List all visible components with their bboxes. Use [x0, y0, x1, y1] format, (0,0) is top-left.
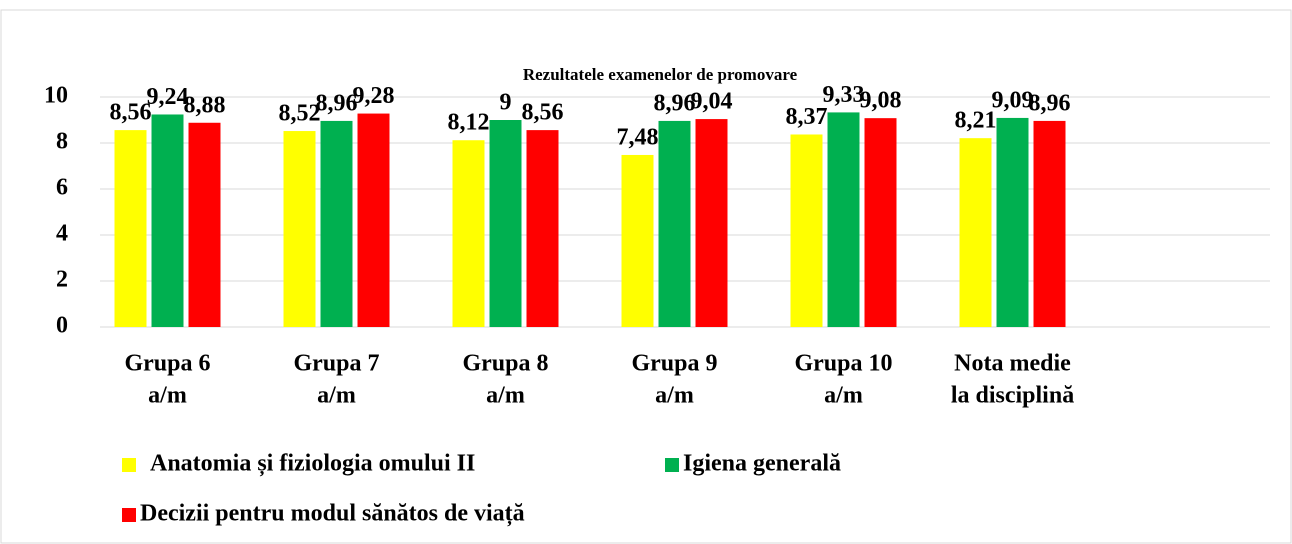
value-label: 9 [500, 90, 512, 116]
value-label: 8,96 [316, 90, 358, 116]
y-tick-label: 8 [56, 129, 68, 155]
bar [526, 130, 559, 327]
bar [959, 138, 992, 327]
legend-label: Igiena generală [683, 451, 841, 477]
legend-label: Anatomia și fiziologia omului II [150, 451, 475, 477]
bar [357, 113, 390, 327]
bar [658, 120, 691, 327]
bar [621, 154, 654, 327]
bar [452, 140, 485, 327]
legend-label: Decizii pentru modul sănătos de viață [140, 501, 525, 527]
value-label: 9,09 [992, 87, 1034, 113]
x-tick-label: a/m [148, 383, 187, 409]
bar [1033, 120, 1066, 327]
value-label: 9,24 [147, 84, 189, 110]
legend-swatch [122, 508, 136, 522]
bar [151, 114, 184, 327]
value-label: 8,88 [184, 92, 226, 118]
legend-swatch [122, 458, 136, 472]
bar [695, 119, 728, 327]
bar [114, 130, 147, 327]
y-tick-label: 4 [56, 221, 68, 247]
x-tick-label: Nota medie [954, 351, 1071, 377]
bar [996, 117, 1029, 328]
value-label: 9,33 [823, 82, 865, 108]
value-label: 7,48 [617, 124, 659, 150]
bar [489, 120, 522, 327]
x-tick-label: Grupa 9 [631, 351, 717, 377]
bar [188, 122, 221, 327]
x-tick-label: Grupa 8 [462, 351, 548, 377]
x-tick-label: Grupa 10 [794, 351, 892, 377]
value-label: 8,12 [448, 110, 490, 136]
legend-swatch [665, 458, 679, 472]
value-label: 8,56 [522, 100, 564, 126]
x-tick-label: a/m [824, 383, 863, 409]
bar [283, 131, 316, 327]
y-tick-label: 0 [56, 313, 68, 339]
value-label: 9,28 [353, 83, 395, 109]
value-label: 8,21 [955, 108, 997, 134]
value-label: 8,96 [654, 90, 696, 116]
x-tick-label: Grupa 7 [293, 351, 379, 377]
bar [827, 112, 860, 327]
x-tick-label: la disciplină [951, 383, 1074, 409]
value-label: 8,37 [786, 104, 828, 130]
x-tick-label: a/m [486, 383, 525, 409]
x-tick-label: a/m [317, 383, 356, 409]
x-tick-label: a/m [655, 383, 694, 409]
bar [320, 120, 353, 327]
y-tick-label: 6 [56, 175, 68, 201]
value-label: 9,08 [860, 88, 902, 114]
chart-title: Rezultatele examenelor de promovare [523, 65, 798, 84]
value-label: 8,52 [279, 101, 321, 127]
y-tick-label: 2 [56, 267, 68, 293]
value-label: 8,96 [1029, 90, 1071, 116]
x-tick-label: Grupa 6 [124, 351, 210, 377]
bar [864, 118, 897, 327]
y-tick-label: 10 [44, 83, 68, 109]
bar [790, 134, 823, 327]
value-label: 8,56 [110, 100, 152, 126]
value-label: 9,04 [691, 89, 733, 115]
